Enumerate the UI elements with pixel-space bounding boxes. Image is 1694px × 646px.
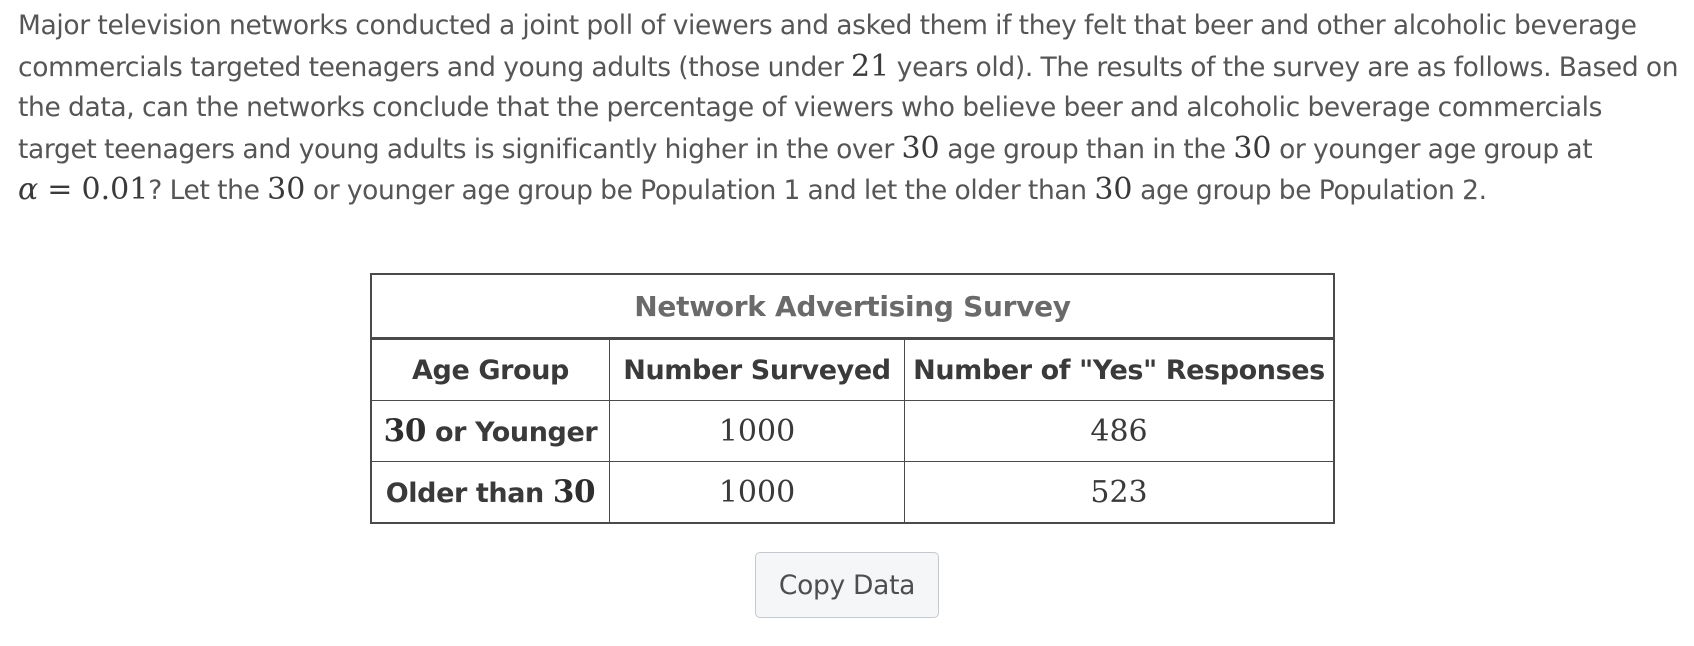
table-row: Older than 30 1000 523 [370, 461, 1335, 524]
table-row: 30 or Younger 1000 486 [370, 400, 1335, 462]
problem-text-part: Major television networks conducted a jo… [18, 10, 1637, 83]
table-caption-row: Network Advertising Survey [370, 273, 1335, 340]
table-header-row: Age Group Number Surveyed Number of "Yes… [370, 338, 1335, 401]
row-label-text: Older than [385, 478, 553, 509]
row-label-text: or Younger [426, 417, 598, 448]
problem-text-part: or younger age group at [1271, 133, 1593, 165]
row-label-number: 30 [383, 413, 427, 449]
problem-text-part: ? Let the [148, 175, 268, 206]
row-label-30-or-younger: 30 or Younger [370, 400, 610, 462]
cell-number-surveyed: 1000 [609, 400, 905, 462]
equals-sign: = [38, 172, 82, 207]
problem-text-part: age group than in the [939, 133, 1234, 165]
cell-yes-responses: 486 [904, 400, 1335, 462]
math-number: 30 [1233, 130, 1272, 166]
row-label-older-than-30: Older than 30 [370, 461, 610, 524]
math-number: 30 [901, 130, 940, 166]
problem-text: Major television networks conducted a jo… [18, 6, 1688, 212]
math-number: 21 [851, 48, 890, 84]
survey-table: Network Advertising Survey Age Group Num… [370, 273, 1335, 524]
survey-table-container: Network Advertising Survey Age Group Num… [370, 273, 1335, 524]
row-label-number: 30 [552, 474, 596, 510]
problem-text-part: or younger age group be Population 1 and… [305, 175, 1095, 206]
alpha-symbol: α [18, 172, 39, 207]
cell-yes-responses: 523 [904, 461, 1335, 524]
column-header-number-surveyed: Number Surveyed [609, 338, 905, 401]
alpha-value: 0.01 [81, 172, 149, 207]
table-caption: Network Advertising Survey [370, 273, 1335, 340]
math-number: 30 [1094, 172, 1133, 207]
column-header-yes-responses: Number of "Yes" Responses [904, 338, 1335, 401]
problem-text-part: age group be Population 2. [1132, 175, 1487, 206]
problem-text-part: years old). The results of the survey ar… [18, 51, 1679, 165]
copy-data-button[interactable]: Copy Data [755, 552, 939, 618]
math-number: 30 [267, 172, 306, 207]
cell-number-surveyed: 1000 [609, 461, 905, 524]
column-header-age-group: Age Group [370, 338, 610, 401]
